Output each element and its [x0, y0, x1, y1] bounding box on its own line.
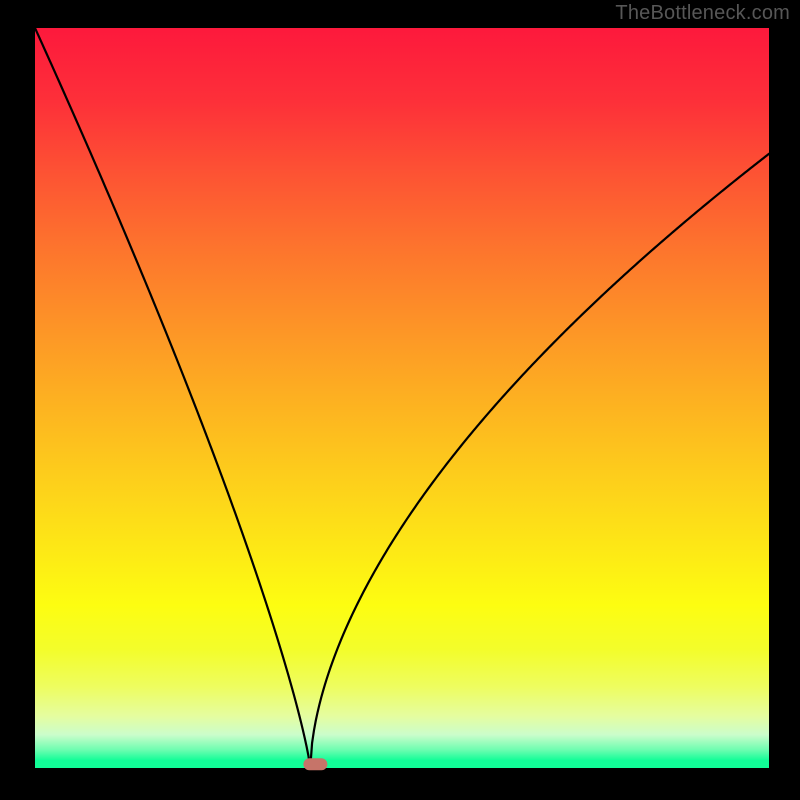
- chart-svg: [0, 0, 800, 800]
- chart-container: TheBottleneck.com: [0, 0, 800, 800]
- plot-background: [35, 28, 769, 768]
- watermark-text: TheBottleneck.com: [615, 2, 790, 25]
- optimum-marker: [303, 758, 327, 770]
